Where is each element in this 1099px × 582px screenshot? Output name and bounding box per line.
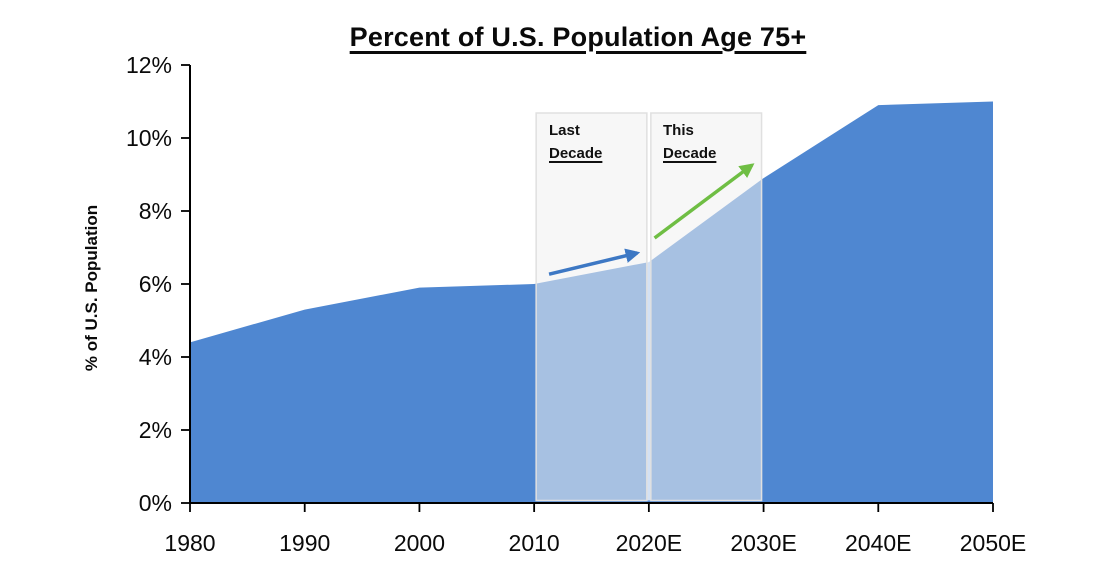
highlight-box-last-decade [535, 112, 648, 502]
x-tick-label: 2000 [394, 530, 445, 556]
last-decade-label: Last Decade [549, 119, 602, 165]
y-tick-label: 0% [139, 490, 172, 516]
x-tick-label: 2040E [845, 530, 912, 556]
this-decade-label-line1: This [663, 122, 694, 139]
x-tick-label: 2030E [730, 530, 797, 556]
y-tick-label: 4% [139, 344, 172, 370]
this-decade-label: This Decade [663, 119, 716, 165]
last-decade-label-line1: Last [549, 122, 580, 139]
y-tick-label: 8% [139, 198, 172, 224]
y-tick-label: 10% [126, 125, 172, 151]
this-decade-arrow [653, 163, 755, 240]
tick-labels: 0% 2% 4% 6% 8% 10% 12% 1980 1990 2000 2010 2020E 203… [126, 52, 1026, 556]
x-tick-label: 1990 [279, 530, 330, 556]
this-decade-label-line2: Decade [663, 145, 717, 162]
highlight-gap [646, 113, 652, 501]
last-decade-label-line2: Decade [549, 145, 603, 162]
decade-highlights [535, 112, 763, 502]
x-tick-label: 2050E [960, 530, 1027, 556]
y-tick-label: 2% [139, 417, 172, 443]
axes [181, 64, 994, 512]
y-tick-label: 12% [126, 52, 172, 78]
x-tick-label: 2010 [509, 530, 560, 556]
y-tick-label: 6% [139, 271, 172, 297]
x-tick-label: 1980 [164, 530, 215, 556]
chart-title: Percent of U.S. Population Age 75+ [349, 22, 807, 52]
x-tick-label: 2020E [616, 530, 683, 556]
trend-arrows [548, 163, 755, 276]
last-decade-arrow [548, 248, 641, 276]
